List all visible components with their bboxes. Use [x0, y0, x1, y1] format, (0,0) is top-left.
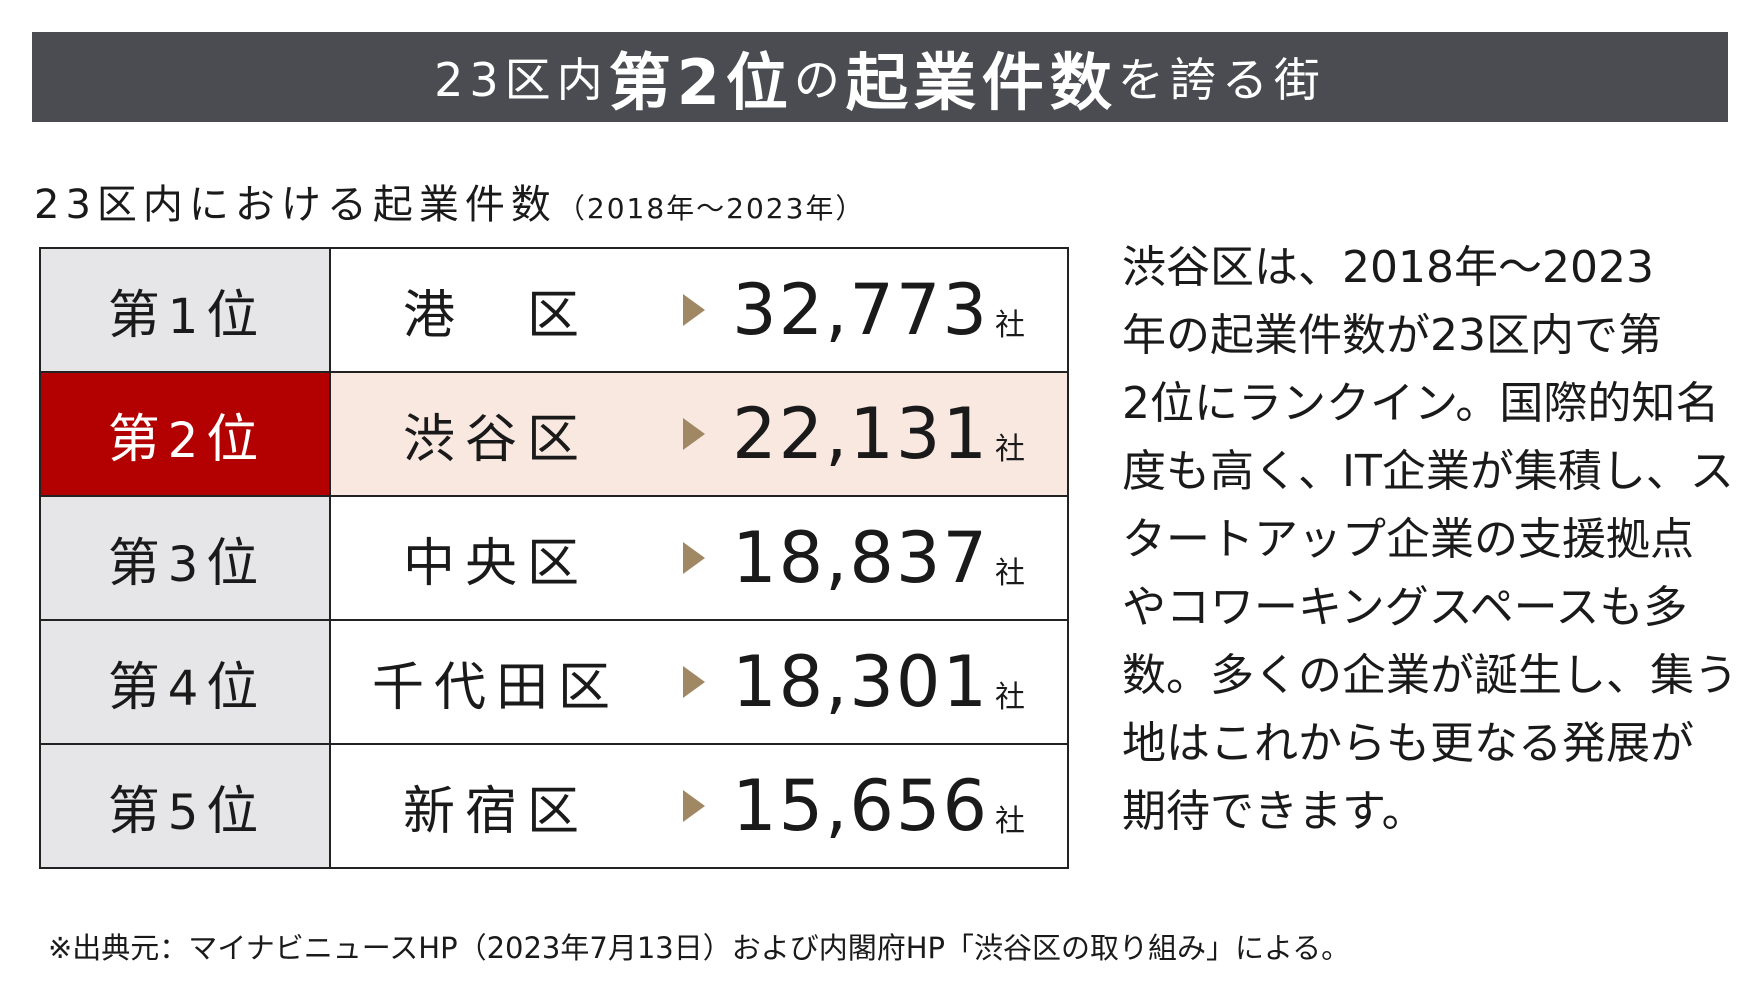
title-part-4: 起業件数	[845, 46, 1118, 119]
triangle-arrow-icon	[683, 294, 705, 326]
table-caption-main: 23区内における起業件数	[34, 182, 557, 228]
startup-count: 18,837 社	[732, 497, 1025, 619]
ward-cell: 中央区 18,837 社	[329, 495, 1069, 621]
ward-name: 港 区	[402, 285, 589, 346]
ward-name: 中央区	[402, 533, 589, 594]
description-line: やコワーキングスペースも多	[1122, 582, 1688, 633]
triangle-arrow-icon	[683, 666, 705, 698]
rank-prefix: 第	[107, 657, 164, 718]
table-row: 第4位 千代田区 18,301 社	[39, 619, 1069, 745]
rank-prefix: 第	[107, 533, 164, 594]
rank-suffix: 位	[206, 285, 263, 346]
description-line: 地はこれからも更なる発展が	[1122, 718, 1694, 769]
rank-cell: 第2位	[39, 371, 331, 497]
description-line: 度も高く、IT企業が集積し、ス	[1122, 446, 1734, 497]
count-unit: 社	[995, 432, 1025, 467]
rank-prefix: 第	[107, 781, 164, 842]
ward-cell: 港 区 32,773 社	[329, 247, 1069, 373]
rank-suffix: 位	[206, 781, 263, 842]
startup-count: 32,773 社	[732, 249, 1025, 371]
ward-cell: 千代田区 18,301 社	[329, 619, 1069, 745]
ward-name: 渋谷区	[402, 409, 589, 470]
count-unit: 社	[995, 680, 1025, 715]
rank-cell: 第3位	[39, 495, 331, 621]
title-part-5: を誇る街	[1117, 53, 1326, 107]
description-line: 渋谷区は、2018年～2023	[1122, 242, 1654, 293]
rank-cell: 第1位	[39, 247, 331, 373]
rank-suffix: 位	[206, 533, 263, 594]
title-part-3: の	[793, 53, 846, 107]
rank-suffix: 位	[206, 657, 263, 718]
rank-suffix: 位	[206, 409, 263, 470]
count-unit: 社	[995, 556, 1025, 591]
table-row-highlighted: 第2位 渋谷区 22,131 社	[39, 371, 1069, 497]
source-note: ※出典元：マイナビニュースHP（2023年7月13日）および内閣府HP「渋谷区の…	[48, 931, 1351, 965]
count-value: 18,837	[732, 517, 989, 599]
rank-number: 2	[167, 412, 203, 469]
rank-number: 5	[167, 784, 203, 841]
startup-count: 22,131 社	[732, 373, 1025, 495]
triangle-arrow-icon	[683, 542, 705, 574]
table-caption-period: （2018年～2023年）	[556, 192, 866, 225]
rank-cell: 第5位	[39, 743, 331, 869]
description-line: 年の起業件数が23区内で第	[1122, 310, 1662, 361]
triangle-arrow-icon	[683, 418, 705, 450]
count-value: 15,656	[732, 765, 989, 847]
count-unit: 社	[995, 308, 1025, 343]
ward-name: 千代田区	[371, 657, 620, 718]
rank-number: 3	[167, 536, 203, 593]
description-line: 期待できます。	[1122, 786, 1426, 837]
description-line: 数。多くの企業が誕生し、集う	[1122, 650, 1738, 701]
count-value: 32,773	[732, 269, 989, 351]
ward-name: 新宿区	[402, 781, 589, 842]
table-row: 第1位 港 区 32,773 社	[39, 247, 1069, 373]
rank-prefix: 第	[107, 285, 164, 346]
count-value: 18,301	[732, 641, 989, 723]
description-line: 2位にランクイン。国際的知名	[1122, 378, 1720, 429]
rank-prefix: 第	[107, 409, 164, 470]
count-unit: 社	[995, 804, 1025, 839]
title-banner: 23区内 第2位の起業件数 を誇る街	[32, 32, 1728, 122]
title-part-1: 23区内	[434, 53, 609, 107]
startup-count: 15,656 社	[732, 745, 1025, 867]
rank-number: 4	[167, 660, 203, 717]
description-paragraph: 渋谷区は、2018年～2023 年の起業件数が23区内で第 2位にランクイン。国…	[1122, 234, 1738, 846]
ranking-table: 第1位 港 区 32,773 社 第2位 渋谷区 22,131 社 第3位 中央区 …	[39, 247, 1069, 869]
count-value: 22,131	[732, 393, 989, 475]
ward-cell: 渋谷区 22,131 社	[329, 371, 1069, 497]
triangle-arrow-icon	[683, 790, 705, 822]
description-line: タートアップ企業の支援拠点	[1122, 514, 1694, 565]
title-part-2: 第2位	[608, 46, 794, 119]
startup-count: 18,301 社	[732, 621, 1025, 743]
table-row: 第5位 新宿区 15,656 社	[39, 743, 1069, 869]
table-caption: 23区内における起業件数（2018年～2023年）	[34, 172, 865, 230]
table-row: 第3位 中央区 18,837 社	[39, 495, 1069, 621]
rank-number: 1	[167, 288, 203, 345]
rank-cell: 第4位	[39, 619, 331, 745]
ward-cell: 新宿区 15,656 社	[329, 743, 1069, 869]
